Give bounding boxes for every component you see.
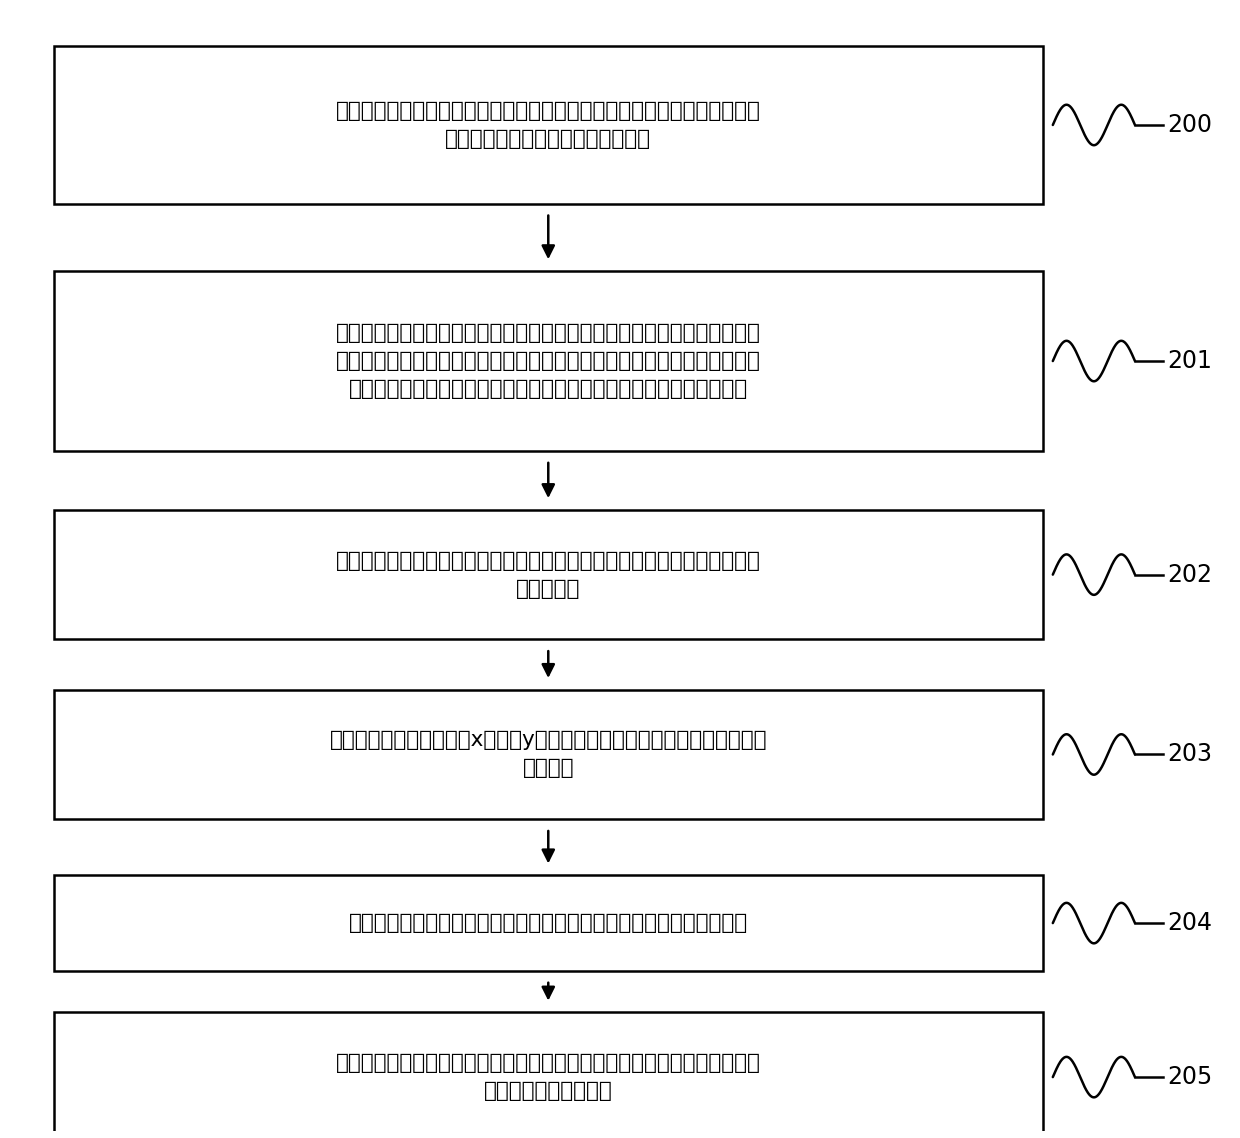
Text: 200: 200 [1168,113,1213,137]
Text: 计算所述第七图像分别在x方向、y方向和对角线方向的梯度图，获得第八至
第十图像: 计算所述第七图像分别在x方向、y方向和对角线方向的梯度图，获得第八至 第十图像 [330,731,768,778]
Text: 203: 203 [1168,742,1213,767]
FancyBboxPatch shape [53,271,1043,451]
FancyBboxPatch shape [53,690,1043,819]
Text: 205: 205 [1168,1065,1213,1089]
Text: 计算所述第七图像的拉普拉斯金字塔残差图，获得第十一至第十六图像: 计算所述第七图像的拉普拉斯金字塔残差图，获得第十一至第十六图像 [348,913,748,933]
FancyBboxPatch shape [53,510,1043,640]
Text: 利用边界检测算法对所述待检测的钼靶图像进行乳腺边界区域提取和修正，
获得修正后的最小包围矩形区域图像: 利用边界检测算法对所述待检测的钼靶图像进行乳腺边界区域提取和修正， 获得修正后的… [336,101,760,149]
FancyBboxPatch shape [53,47,1043,204]
Text: 将所述第七图像、第八至第十图像以及第十一图像按照通道进行合成，获得
经过预处理的钼靶图像: 将所述第七图像、第八至第十图像以及第十一图像按照通道进行合成，获得 经过预处理的… [336,1053,760,1102]
FancyBboxPatch shape [53,1013,1043,1138]
Text: 201: 201 [1168,349,1213,373]
Text: 对所述修正后的最小包围矩形区域图像分别进行高斯噪声扰动、滤波平滑、
基于不同比例的图像增强、基于指数的图像灰度变换和基于对数的灰度变换
，得到第一至第五图像，合: 对所述修正后的最小包围矩形区域图像分别进行高斯噪声扰动、滤波平滑、 基于不同比例… [336,323,760,399]
Text: 204: 204 [1168,912,1213,935]
FancyBboxPatch shape [53,875,1043,971]
Text: 对所述第六图像依次进行平移、旋转变换、尺寸归一化和灰度域归一化，获
得第七图像: 对所述第六图像依次进行平移、旋转变换、尺寸归一化和灰度域归一化，获 得第七图像 [336,551,760,599]
Text: 202: 202 [1168,562,1213,586]
